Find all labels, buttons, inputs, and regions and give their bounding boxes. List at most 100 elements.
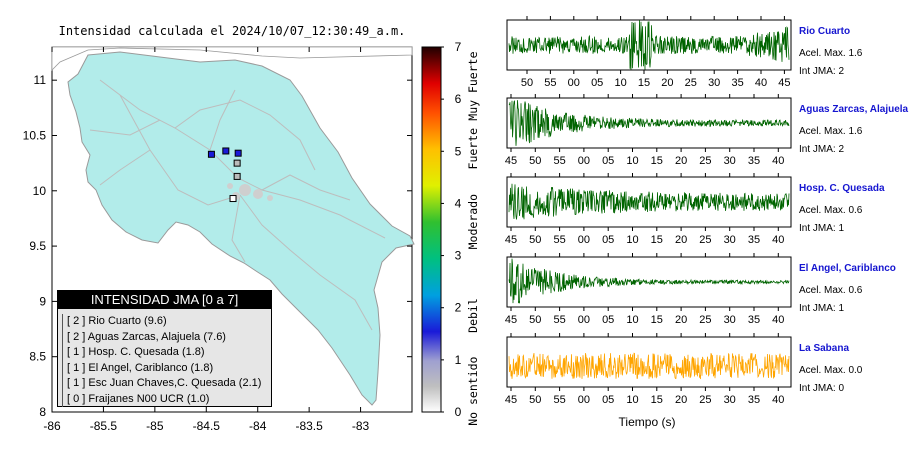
map-y-tick-label: 11 (34, 73, 47, 87)
map-y-tick-label: 9.5 (29, 239, 46, 253)
station-name: La Sabana (799, 343, 849, 354)
waveform-x-tick-label: 05 (602, 394, 614, 406)
intensity-category-label: No sentido (466, 356, 480, 425)
map-y-tick-label: 8 (39, 405, 46, 419)
costa-rica-land (67, 51, 415, 406)
intensity-category-label: Fuerte (466, 128, 480, 170)
waveform-x-tick-label: 00 (578, 394, 590, 406)
legend-item: [ 0 ] Fraijanes N00 UCR (1.0) (67, 392, 210, 405)
intensity-colorbar: 0 1 2 3 4 5 6 7 No sentido Debil Moderado Fuerte Mu… (421, 40, 480, 426)
waveform-x-tick-label: 35 (748, 155, 760, 167)
map-x-ticks: -86 -85.5 -85 -84.5 -84 -83.5 -83 (43, 47, 370, 433)
station-markers (207, 147, 242, 203)
waveform-x-tick-label: 30 (724, 234, 736, 246)
max-acceleration: Acel. Max. 0.0 (799, 365, 863, 376)
waveform-x-tick-label: 25 (699, 394, 711, 406)
waveform-x-tick-label: 10 (626, 314, 638, 326)
waveform-x-tick-label: 05 (602, 155, 614, 167)
station-marker (229, 195, 237, 203)
waveform-x-tick-label: 55 (553, 394, 565, 406)
waveform-x-tick-label: 45 (505, 394, 517, 406)
waveform-x-tick-label: 20 (675, 234, 687, 246)
waveform-trace (508, 19, 790, 70)
map-x-tick-label: -84.5 (193, 419, 221, 433)
waveform-x-tick-label: 40 (772, 234, 784, 246)
waveform-x-tick-label: 00 (578, 155, 590, 167)
waveform-x-tick-label: 40 (755, 77, 767, 89)
map-title: Intensidad calculada el 2024/10/07_12:30… (59, 24, 406, 38)
waveform-x-tick-label: 50 (521, 77, 533, 89)
map-y-ticks: 11 10.5 10 9.5 9 8.5 8 (23, 73, 412, 419)
max-acceleration: Acel. Max. 1.6 (799, 48, 863, 59)
max-acceleration: Acel. Max. 0.6 (799, 205, 863, 216)
intensity-category-label: Muy Fuerte (466, 51, 480, 120)
waveform-x-tick-label: 10 (614, 77, 626, 89)
map-x-tick-label: -83.5 (295, 419, 323, 433)
waveform-x-tick-label: 05 (591, 77, 603, 89)
waveform-trace (508, 100, 790, 146)
legend-item: [ 2 ] Aguas Zarcas, Alajuela (7.6) (67, 330, 226, 343)
waveform-panel: 45 50 55 00 05 10 15 20 25 30 35 40 Hosp. C. Quesada… (505, 173, 885, 246)
map-y-tick-label: 9 (39, 294, 46, 308)
waveform-x-tick-label: 50 (529, 234, 541, 246)
station-name: Aguas Zarcas, Alajuela (799, 104, 909, 115)
waveform-x-tick-label: 10 (626, 234, 638, 246)
waveform-x-tick-label: 35 (748, 234, 760, 246)
station-marker (234, 149, 242, 157)
waveform-x-tick-label: 30 (708, 77, 720, 89)
nicaragua-land (51, 46, 413, 71)
jma-intensity: Int JMA: 2 (799, 144, 844, 155)
waveform-x-tick-label: 45 (505, 234, 517, 246)
waveform-panel: 45 50 55 00 05 10 15 20 25 30 35 40 Aguas Zarcas, Al… (505, 94, 909, 167)
waveform-x-tick-label: 35 (731, 77, 743, 89)
waveform-trace (508, 258, 790, 304)
max-acceleration: Acel. Max. 0.6 (799, 285, 863, 296)
waveform-x-tick-label: 00 (578, 234, 590, 246)
station-name: Hosp. C. Quesada (799, 183, 885, 194)
waveform-x-tick-label: 25 (699, 314, 711, 326)
waveform-x-tick-label: 55 (553, 234, 565, 246)
station-marker (233, 159, 241, 167)
legend-item: [ 2 ] Rio Cuarto (9.6) (67, 315, 167, 327)
waveform-x-tick-label: 35 (748, 314, 760, 326)
waveform-x-tick-label: 40 (772, 314, 784, 326)
waveform-x-tick-label: 05 (602, 234, 614, 246)
waveform-x-tick-label: 45 (778, 77, 790, 89)
jma-intensity: Int JMA: 2 (799, 66, 844, 77)
station-marker (222, 147, 230, 155)
legend-title: INTENSIDAD JMA [0 a 7] (58, 291, 271, 309)
colorbar-tick-label: 4 (455, 196, 462, 210)
waveform-x-tick-label: 50 (529, 155, 541, 167)
colorbar-tick-label: 5 (455, 144, 462, 158)
map-x-tick-label: -86 (43, 419, 61, 433)
intensity-category-label: Debil (466, 298, 480, 333)
waveform-x-tick-label: 55 (553, 314, 565, 326)
waveform-x-tick-label: 00 (568, 77, 580, 89)
waveform-panel: 45 50 55 00 05 10 15 20 25 30 35 40 La Sabana Acel. M… (505, 333, 863, 406)
waveform-x-tick-label: 25 (685, 77, 697, 89)
waveform-x-tick-label: 15 (638, 77, 650, 89)
colorbar-tick-label: 3 (455, 249, 462, 263)
waveform-x-tick-label: 10 (626, 394, 638, 406)
waveform-panels: 50 55 00 05 10 15 20 25 30 35 40 45 Rio Cuarto Acel. … (505, 16, 909, 406)
intensity-legend: INTENSIDAD JMA [0 a 7] [ 2 ] Rio Cuarto … (57, 290, 272, 407)
waveform-x-tick-label: 45 (505, 314, 517, 326)
waveform-x-tick-label: 30 (724, 314, 736, 326)
waveform-trace (508, 352, 790, 380)
waveform-x-tick-label: 55 (553, 155, 565, 167)
colorbar-tick-label: 1 (455, 353, 462, 367)
station-name: Rio Cuarto (799, 26, 850, 37)
colorbar-tick-label: 6 (455, 92, 462, 106)
waveform-x-tick-label: 20 (675, 394, 687, 406)
legend-item: [ 1 ] Esc Juan Chaves,C. Quesada (2.1) (67, 377, 262, 389)
station-name: El Angel, Cariblanco (799, 263, 896, 274)
waveform-x-tick-label: 15 (651, 155, 663, 167)
waveform-x-tick-label: 45 (505, 155, 517, 167)
waveform-x-tick-label: 50 (529, 314, 541, 326)
map-x-tick-label: -85.5 (90, 419, 118, 433)
waveform-x-tick-label: 05 (602, 314, 614, 326)
intensity-category-label: Moderado (466, 194, 480, 249)
waveform-x-tick-label: 15 (651, 314, 663, 326)
map-x-tick-label: -85 (146, 419, 164, 433)
legend-list: [ 2 ] Rio Cuarto (9.6) [ 2 ] Aguas Zarca… (62, 314, 271, 407)
